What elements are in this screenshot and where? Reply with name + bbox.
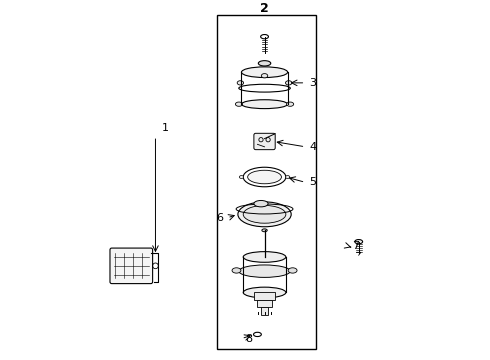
Ellipse shape	[286, 81, 292, 85]
Text: 2: 2	[260, 3, 269, 15]
Text: 7: 7	[352, 241, 359, 251]
Ellipse shape	[258, 60, 271, 66]
FancyBboxPatch shape	[254, 133, 275, 150]
Ellipse shape	[247, 170, 281, 184]
Ellipse shape	[238, 202, 291, 227]
Ellipse shape	[243, 252, 286, 262]
Text: 3: 3	[309, 78, 316, 88]
Ellipse shape	[261, 73, 268, 78]
Bar	[217, 15, 316, 349]
Ellipse shape	[287, 102, 294, 106]
Ellipse shape	[239, 176, 244, 179]
Text: 4: 4	[309, 142, 316, 152]
Bar	[261, 307, 268, 315]
Ellipse shape	[243, 287, 286, 298]
Ellipse shape	[232, 268, 241, 273]
Ellipse shape	[235, 102, 243, 106]
Bar	[254, 292, 275, 300]
Text: 6: 6	[217, 213, 223, 223]
Ellipse shape	[237, 81, 244, 85]
Ellipse shape	[242, 100, 288, 109]
Ellipse shape	[243, 206, 286, 223]
Text: 1: 1	[162, 123, 169, 132]
Ellipse shape	[288, 268, 297, 273]
Ellipse shape	[262, 229, 267, 232]
Bar	[257, 300, 271, 307]
Ellipse shape	[355, 239, 363, 244]
Ellipse shape	[254, 201, 268, 207]
Text: 5: 5	[309, 177, 316, 187]
Text: 8: 8	[245, 334, 252, 344]
Ellipse shape	[286, 176, 290, 179]
Ellipse shape	[242, 67, 288, 77]
Ellipse shape	[239, 265, 290, 278]
FancyBboxPatch shape	[110, 248, 152, 284]
